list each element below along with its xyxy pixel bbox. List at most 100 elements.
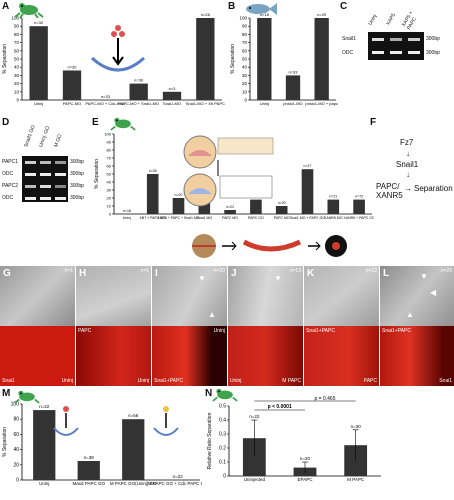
separation-diagram-1 <box>53 406 79 436</box>
x-tick-label: XB7 + PAPC GO <box>140 216 167 220</box>
y-tick-label: 10 <box>107 204 112 209</box>
arrowhead-icon: ▼ <box>198 274 206 283</box>
sample-size-label: n=22 <box>173 474 184 479</box>
gel-band <box>40 161 51 164</box>
panel-label-i: I <box>155 268 158 279</box>
separation-diagram-2 <box>153 406 179 436</box>
y-tick-label: 100 <box>239 16 247 21</box>
sample-size-label: n=32 <box>34 20 44 25</box>
bar <box>29 26 48 101</box>
frog-icon <box>110 117 136 131</box>
y-tick-label: 70 <box>242 40 248 45</box>
panel-label-h: H <box>79 268 87 279</box>
bar <box>162 91 182 100</box>
sample-size-label: n=26 <box>149 169 157 173</box>
frog-icon <box>14 3 44 18</box>
brightfield-image <box>152 266 227 326</box>
sample-size-label: n=33 <box>288 69 298 74</box>
panel-label-e: E <box>92 117 99 128</box>
panel-label-d: D <box>2 117 10 128</box>
sample-count: n=20 <box>440 268 452 274</box>
frog-icon <box>212 388 238 402</box>
sample-size-label: n=22 <box>39 404 50 409</box>
y-tick-label: 30 <box>242 73 248 78</box>
gel-row-label: ODC <box>342 50 354 56</box>
y-axis-label: % Separation <box>2 427 8 457</box>
gel-band <box>55 161 66 164</box>
sample-size-label: n=30 <box>351 424 362 429</box>
gel-size-label: 300bp <box>70 183 84 189</box>
sample-size-label: n=20 <box>317 12 327 17</box>
bar <box>196 18 215 100</box>
sample-size-label: n=20 <box>300 456 311 461</box>
pathway-node-fz7: Fz7 <box>400 138 414 147</box>
bar <box>62 70 82 100</box>
sample-size-label: n=30 <box>134 78 144 83</box>
y-tick-label: 30 <box>107 188 112 193</box>
x-tick-label: Uninj <box>260 101 269 106</box>
y-tick-label: 60 <box>14 48 20 53</box>
y-tick-label: 0 <box>109 212 112 217</box>
y-tick-label: 20 <box>242 81 248 86</box>
gel-panel-c: Uninj XAP5 XAP5 + PAPC Snail1 ODC 300bp … <box>342 10 450 72</box>
y-tick-label: 0 <box>16 478 19 484</box>
bar <box>353 199 365 214</box>
x-tick-label: M PAPC GO(Uninj) GO <box>110 481 157 486</box>
y-tick-label: 100 <box>11 402 20 408</box>
x-tick-label: Uninj <box>123 216 131 220</box>
gel-band <box>372 51 384 54</box>
y-tick-label: 40 <box>107 180 112 185</box>
gel-size-label: 300bp <box>426 50 440 56</box>
embryo-cross-section-icons <box>192 234 347 258</box>
sample-size-label: n=18 <box>123 209 131 213</box>
gel-row-label: ODC <box>2 171 14 177</box>
pathway-node-separation: Separation <box>414 184 453 193</box>
gel-lane-labels: Uninj XAP5 XAP5 + PAPC <box>367 10 424 31</box>
bar <box>301 169 314 214</box>
panel-label-l: L <box>383 268 390 279</box>
gel-panel-d: Snail1 GO Uninj. GO M GO PAPC1 ODC PAPC2… <box>2 124 90 218</box>
gel-band <box>55 173 66 176</box>
y-tick-label: 20 <box>107 196 112 201</box>
channel-label: Uninj <box>137 378 149 384</box>
bar <box>275 206 288 214</box>
sample-size-label: n=22 <box>249 414 260 419</box>
gel-row-label: ODC <box>2 195 14 201</box>
brightfield-image <box>0 266 75 326</box>
bar <box>77 461 100 480</box>
x-tick-label: Uninjected <box>244 477 266 482</box>
gel-size-label: 300bp <box>70 171 84 177</box>
sample-size-label: n=33 <box>101 94 111 99</box>
y-tick-label: 60 <box>242 48 248 53</box>
arrow-right-icon: → <box>404 184 412 193</box>
gel-band <box>40 197 51 200</box>
y-tick-label: 0.4 <box>219 418 226 424</box>
arrowhead-icon: ▲ <box>208 310 216 319</box>
channel-label: Uninj <box>213 328 225 334</box>
gel-lane-labels: Snail1 GO Uninj. GO M GO <box>23 124 70 149</box>
panel-label-b: B <box>228 1 236 12</box>
p-value-label: p < 0.0001 <box>268 404 292 410</box>
lane-label: Uninj. GO <box>38 125 52 149</box>
chart-panel-n: 0 0.1 0.2 0.3 0.4 0.5 Relative Ratio Separatio… <box>207 396 381 482</box>
channel-label: Snai1+PAPC <box>306 328 335 334</box>
gel-band <box>25 185 36 188</box>
x-tick-label: PAPC-MO + Snai1-MO <box>118 101 159 106</box>
pathway-node-papc: PAPC/ XANR5 <box>376 182 403 200</box>
micrograph-panel-h: H n=5 PAPC Uninj <box>76 266 151 386</box>
bar <box>146 174 159 214</box>
y-tick-label: 10 <box>14 89 20 94</box>
bar <box>33 410 56 480</box>
y-tick-label: 100 <box>104 132 111 137</box>
sample-count: n=13 <box>289 268 301 274</box>
micrograph-panel-i: I n=20 ▼ ▲ Uninj Snai1+PAPC <box>152 266 227 386</box>
sample-count: n=20 <box>213 268 225 274</box>
y-axis-label: % Separation <box>2 44 8 74</box>
panel-label-f: F <box>370 117 377 128</box>
gel-band <box>390 38 402 41</box>
gel-band <box>40 173 51 176</box>
gel-band <box>55 185 66 188</box>
panel-label-a: A <box>2 1 10 12</box>
fluorescence-image <box>380 326 454 386</box>
y-tick-label: 80 <box>107 148 112 153</box>
